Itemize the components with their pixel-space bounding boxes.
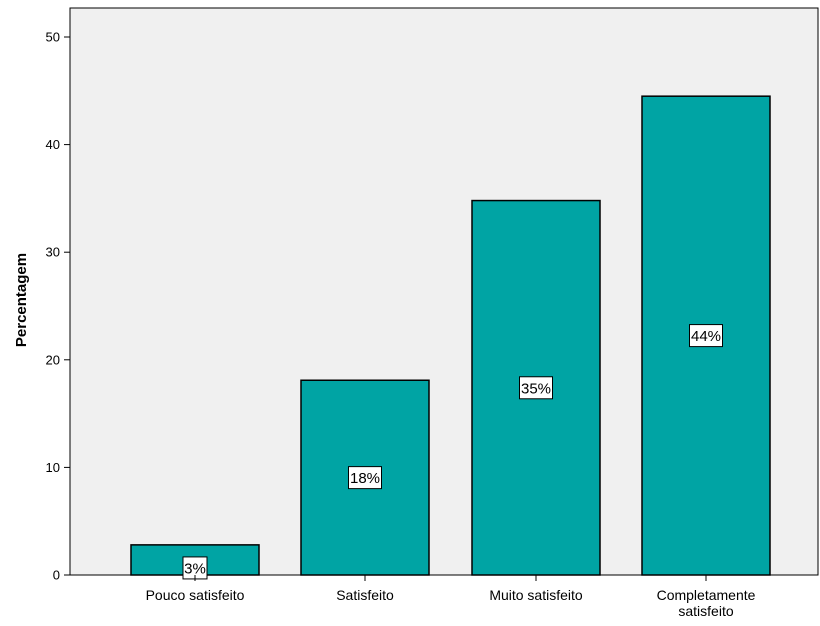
x-tick-label: Satisfeito: [336, 587, 394, 603]
data-label: 44%: [691, 328, 721, 345]
y-tick-label: 40: [46, 137, 60, 152]
x-tick-label: Completamente satisfeito: [657, 587, 756, 619]
data-label-box: [519, 376, 553, 400]
x-axis: Pouco satisfeito Satisfeito Muito satisfei…: [146, 575, 756, 619]
y-tick-label: 30: [46, 245, 60, 260]
x-tick-label: Muito satisfeito: [489, 587, 583, 603]
data-label-box: [689, 324, 723, 348]
data-label: 18%: [350, 470, 380, 487]
y-tick-label: 50: [46, 30, 60, 45]
y-axis-label: Percentagem: [13, 253, 30, 347]
y-tick-label: 0: [53, 568, 60, 583]
y-tick-label: 20: [46, 352, 60, 367]
bars-group: 3% 18% 35% 44%: [130, 95, 771, 580]
data-label: 35%: [521, 380, 551, 397]
data-label: 3%: [184, 560, 206, 577]
y-tick-label: 10: [46, 460, 60, 475]
data-label-box: [348, 466, 382, 490]
x-tick-label: Pouco satisfeito: [146, 587, 245, 603]
y-axis: 0 10 20 30 40 50: [46, 30, 70, 583]
